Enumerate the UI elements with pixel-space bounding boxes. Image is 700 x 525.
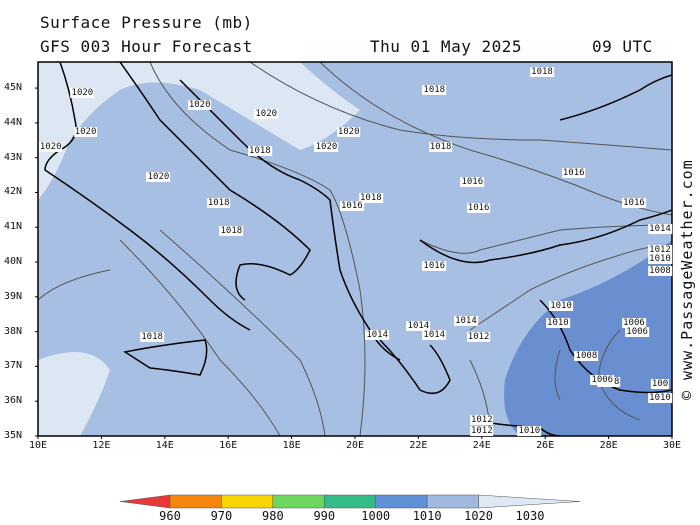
isobar-label: 1018 xyxy=(219,225,244,236)
isobar-label: 1010 xyxy=(517,425,542,436)
isobar-label: 1018 xyxy=(428,142,453,153)
legend-swatch xyxy=(169,494,222,509)
isobar-label: 1016 xyxy=(622,197,646,208)
isobar-label: 1006 xyxy=(622,317,646,328)
isobar-label: 1020 xyxy=(314,142,339,153)
lon-label: 22E xyxy=(409,440,428,451)
isobar-label: 1020 xyxy=(38,142,63,153)
isobar-label: 1016 xyxy=(460,177,485,188)
isobar-label: 1010 xyxy=(546,317,570,328)
isobar-label: 1014 xyxy=(648,223,672,234)
lat-label: 38N xyxy=(4,325,23,337)
legend-label: 1020 xyxy=(464,509,494,523)
isobar-label: 1014 xyxy=(365,330,390,341)
isobar-label: 1018 xyxy=(422,84,447,95)
isobar-label: 1010 xyxy=(549,300,573,311)
pressure-band-above-1020-north xyxy=(38,62,360,200)
legend-label: 1030 xyxy=(515,509,545,523)
isobar-label: 1016 xyxy=(466,203,491,214)
isobar-label: 1018 xyxy=(206,197,231,208)
forecast-date: Thu 01 May 2025 xyxy=(370,37,522,56)
lon-label: 20E xyxy=(345,440,365,451)
lon-label: 16E xyxy=(219,440,238,451)
lat-label: 36N xyxy=(4,395,23,407)
isobar-label: 1012 xyxy=(469,415,494,426)
isobar-label: 1008 xyxy=(574,350,599,361)
isobar-label: 1016 xyxy=(339,201,364,212)
isobar-label: 1012 xyxy=(469,426,494,436)
isobar-label: 1012 xyxy=(466,331,491,342)
isobar-label: 1020 xyxy=(146,171,171,182)
pressure-legend xyxy=(119,494,581,509)
pressure-band-above-1020-south xyxy=(38,352,110,436)
lon-label: 14E xyxy=(155,440,174,451)
lat-label: 37N xyxy=(4,360,23,372)
forecast-subtitle: GFS 003 Hour Forecast xyxy=(40,37,253,56)
lon-label: 12E xyxy=(92,440,111,451)
isobar-label: 1006 xyxy=(625,326,649,337)
isobar-label: 1012 xyxy=(648,244,672,255)
legend-label: 1010 xyxy=(412,509,442,523)
isobar-label: 1010 xyxy=(648,253,672,264)
lat-label: 42N xyxy=(4,186,23,198)
isobar-label: 1010 xyxy=(648,392,672,403)
isobar-label: 1014 xyxy=(454,316,478,327)
isobar-label: 100 xyxy=(650,378,670,389)
lon-label: 26E xyxy=(536,440,555,451)
isobar-label: 1014 xyxy=(422,330,447,341)
isobar-label: 1018 xyxy=(140,331,164,342)
lon-label: 28E xyxy=(599,440,618,451)
lon-label: 24E xyxy=(472,440,491,451)
isobar-label: 1018 xyxy=(359,192,383,203)
isobar-label: 1016 xyxy=(561,168,586,179)
legend-label: 970 xyxy=(210,509,233,523)
isobar-label: 1014 xyxy=(406,321,431,332)
lat-label: 40N xyxy=(4,256,23,268)
lat-label: 44N xyxy=(4,116,23,128)
isobar-lines xyxy=(38,62,672,436)
isobar-label: 1006 xyxy=(590,375,615,386)
legend-label: 990 xyxy=(313,509,336,523)
legend-swatch xyxy=(272,494,325,509)
map-title: Surface Pressure (mb) xyxy=(40,13,253,32)
lon-label: 10E xyxy=(28,440,48,451)
lat-label: 43N xyxy=(4,151,23,163)
legend-swatch xyxy=(375,494,428,509)
lat-label: 41N xyxy=(4,221,23,233)
pressure-band-below-1010 xyxy=(504,240,672,436)
lat-label: 35N xyxy=(4,430,23,441)
isobar-label: 1020 xyxy=(187,100,212,111)
lat-label: 39N xyxy=(4,290,23,302)
legend-swatch xyxy=(221,494,274,509)
isobar-label: 1020 xyxy=(70,88,95,99)
isobar-label: 1020 xyxy=(254,109,279,120)
legend-arrow-low xyxy=(119,494,171,509)
isobar-label: 1018 xyxy=(248,145,272,156)
lon-label: 30E xyxy=(662,440,682,451)
isobar-label: 1008 xyxy=(648,265,672,276)
legend-label: 980 xyxy=(262,509,284,523)
legend-arrow-high xyxy=(478,494,581,509)
legend-swatch xyxy=(324,494,376,509)
lat-label: 45N xyxy=(4,82,23,94)
isobar-label: 1020 xyxy=(336,126,361,137)
isobar-label: 1020 xyxy=(73,126,98,137)
isobar-label: 1018 xyxy=(530,67,554,78)
legend-label: 1000 xyxy=(361,509,391,523)
forecast-time: 09 UTC xyxy=(592,37,653,56)
isobar-label: 1016 xyxy=(422,260,447,271)
legend-swatch xyxy=(426,494,479,509)
legend-label: 960 xyxy=(159,509,181,523)
lon-label: 18E xyxy=(282,440,301,451)
